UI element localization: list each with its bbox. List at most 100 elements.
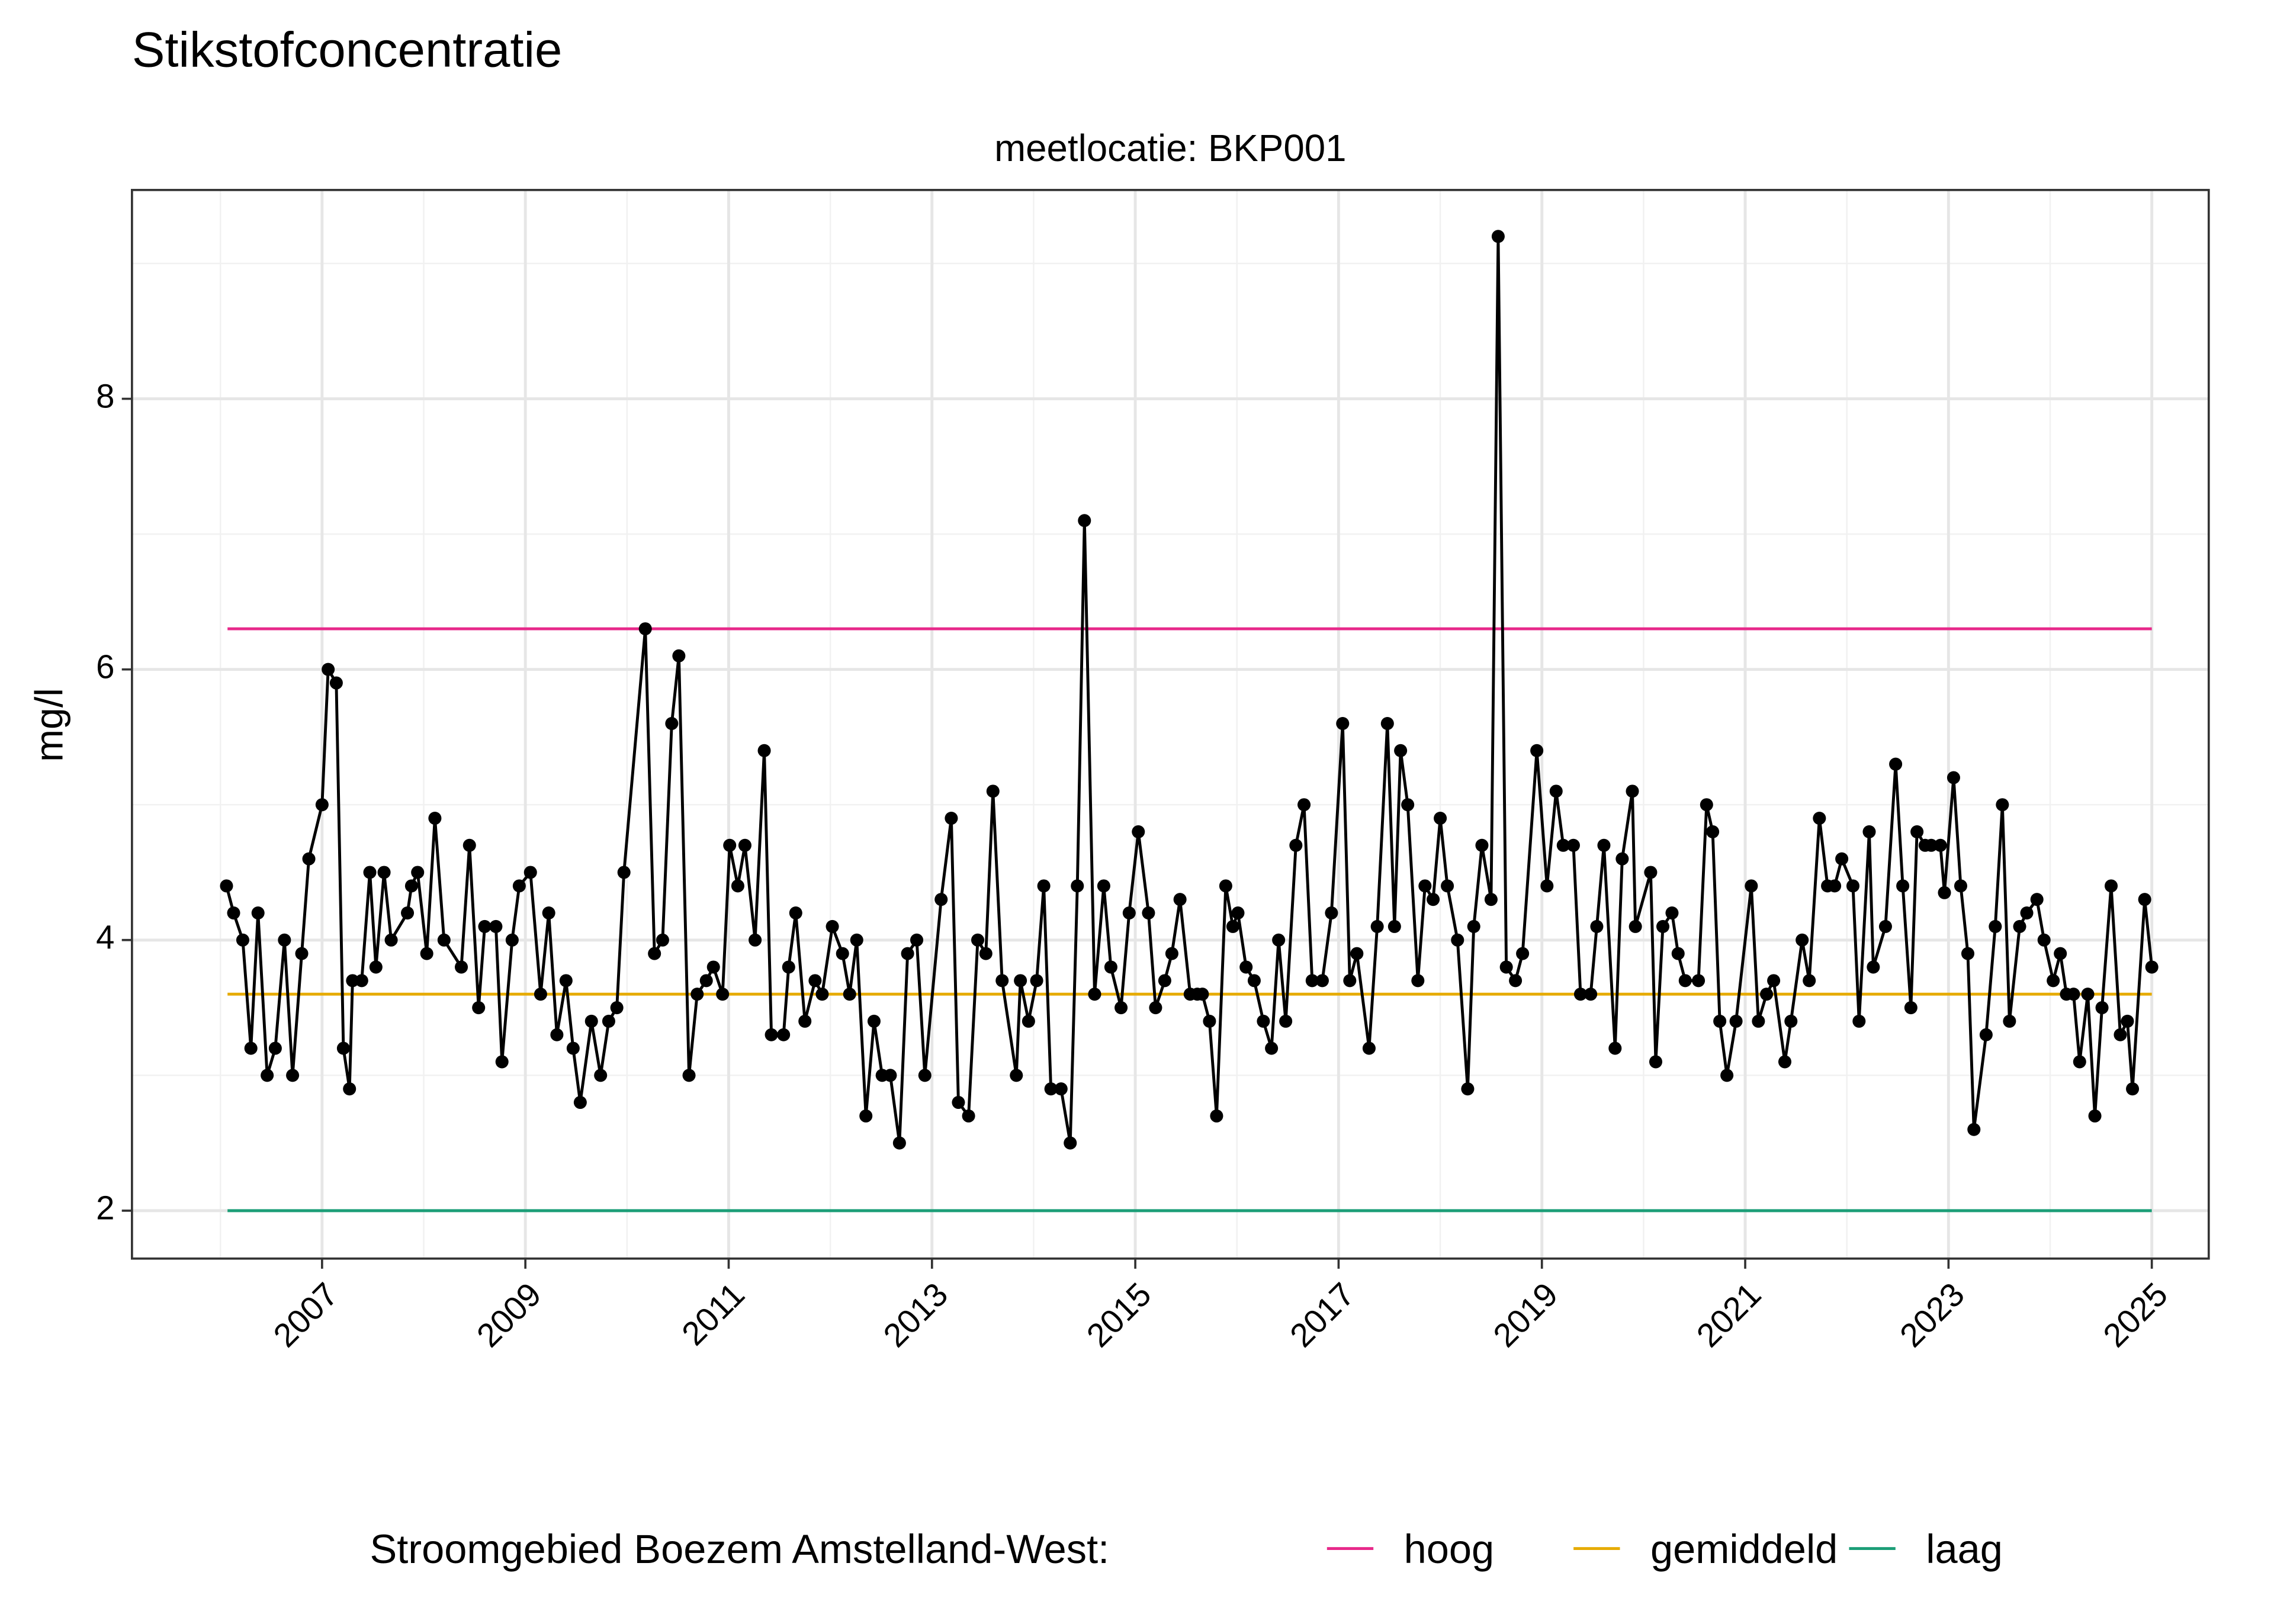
data-point: [782, 960, 795, 974]
chart-subtitle: meetlocatie: BKP001: [994, 127, 1346, 169]
data-point: [1427, 893, 1440, 906]
data-point: [648, 947, 661, 960]
data-point: [986, 784, 1000, 798]
data-point: [1297, 798, 1311, 812]
data-point: [1644, 866, 1658, 879]
data-point: [1778, 1055, 1792, 1069]
y-tick-label: 4: [96, 919, 114, 956]
data-point: [343, 1082, 356, 1096]
data-point: [1692, 974, 1706, 988]
data-point: [377, 866, 391, 879]
data-point: [1803, 974, 1816, 988]
data-point: [2088, 1109, 2102, 1123]
data-point: [1226, 919, 1239, 933]
data-point: [1649, 1055, 1663, 1069]
data-point: [236, 933, 249, 947]
data-point: [2114, 1028, 2127, 1041]
data-point: [1954, 879, 1967, 893]
data-point: [268, 1041, 282, 1055]
data-point: [836, 947, 849, 960]
data-point: [1509, 974, 1523, 988]
data-point: [723, 838, 737, 852]
data-point: [1996, 798, 2009, 812]
data-point: [550, 1028, 564, 1041]
data-point: [2054, 947, 2067, 960]
data-point: [1010, 1069, 1023, 1082]
data-point: [884, 1069, 897, 1082]
data-point: [251, 906, 265, 920]
legend-title: Stroomgebied Boezem Amstelland-West:: [370, 1526, 1109, 1572]
data-point: [934, 893, 948, 906]
data-point: [542, 906, 555, 920]
data-point: [329, 676, 343, 690]
data-point: [1852, 1014, 1866, 1028]
data-point: [638, 622, 652, 636]
data-point: [2003, 1014, 2016, 1028]
data-point: [220, 879, 233, 893]
data-point: [1343, 974, 1357, 988]
data-point: [910, 933, 924, 947]
data-point: [1064, 1136, 1077, 1150]
data-point: [1933, 838, 1947, 852]
data-point: [1846, 879, 1860, 893]
data-point: [892, 1136, 906, 1150]
data-point: [2020, 906, 2034, 920]
data-point: [602, 1014, 615, 1028]
data-point: [505, 933, 519, 947]
data-point: [1305, 974, 1319, 988]
data-point: [1210, 1109, 1223, 1123]
data-point: [302, 852, 316, 866]
data-point: [1671, 947, 1685, 960]
data-point: [489, 919, 503, 933]
data-point: [1173, 893, 1187, 906]
data-point: [2047, 974, 2060, 988]
data-point: [1813, 812, 1826, 825]
data-point: [2030, 893, 2044, 906]
data-point: [2145, 960, 2159, 974]
data-point: [699, 974, 713, 988]
data-point: [1231, 906, 1245, 920]
data-point: [1706, 825, 1720, 838]
data-point: [826, 919, 839, 933]
data-point: [962, 1109, 975, 1123]
data-point: [1947, 771, 1960, 784]
data-point: [1044, 1082, 1058, 1096]
data-point: [1088, 988, 1101, 1001]
data-point: [1584, 988, 1598, 1001]
data-point: [672, 649, 686, 663]
data-point: [1461, 1082, 1475, 1096]
data-point: [1590, 919, 1604, 933]
data-point: [1418, 879, 1432, 893]
data-point: [1054, 1082, 1068, 1096]
data-point: [765, 1028, 778, 1041]
data-point: [1325, 906, 1338, 920]
data-point: [315, 798, 329, 812]
data-point: [1239, 960, 1253, 974]
data-point: [945, 812, 958, 825]
data-point: [1289, 838, 1303, 852]
data-point: [1967, 1123, 1981, 1136]
data-point: [1665, 906, 1679, 920]
data-point: [1530, 744, 1544, 757]
data-point: [1196, 988, 1209, 1001]
data-point: [1867, 960, 1880, 974]
data-point: [2037, 933, 2051, 947]
data-point: [1835, 852, 1849, 866]
data-point: [1540, 879, 1554, 893]
data-point: [1219, 879, 1232, 893]
data-point: [1713, 1014, 1727, 1028]
data-point: [1434, 812, 1447, 825]
data-point: [1114, 1001, 1128, 1015]
data-point: [2095, 1001, 2109, 1015]
data-point: [1745, 879, 1758, 893]
data-point: [1516, 947, 1530, 960]
data-point: [1203, 1014, 1216, 1028]
data-point: [1451, 933, 1464, 947]
data-point: [757, 744, 771, 757]
legend-label: gemiddeld: [1650, 1526, 1838, 1572]
data-point: [261, 1069, 274, 1082]
data-point: [738, 838, 751, 852]
data-point: [1720, 1069, 1734, 1082]
